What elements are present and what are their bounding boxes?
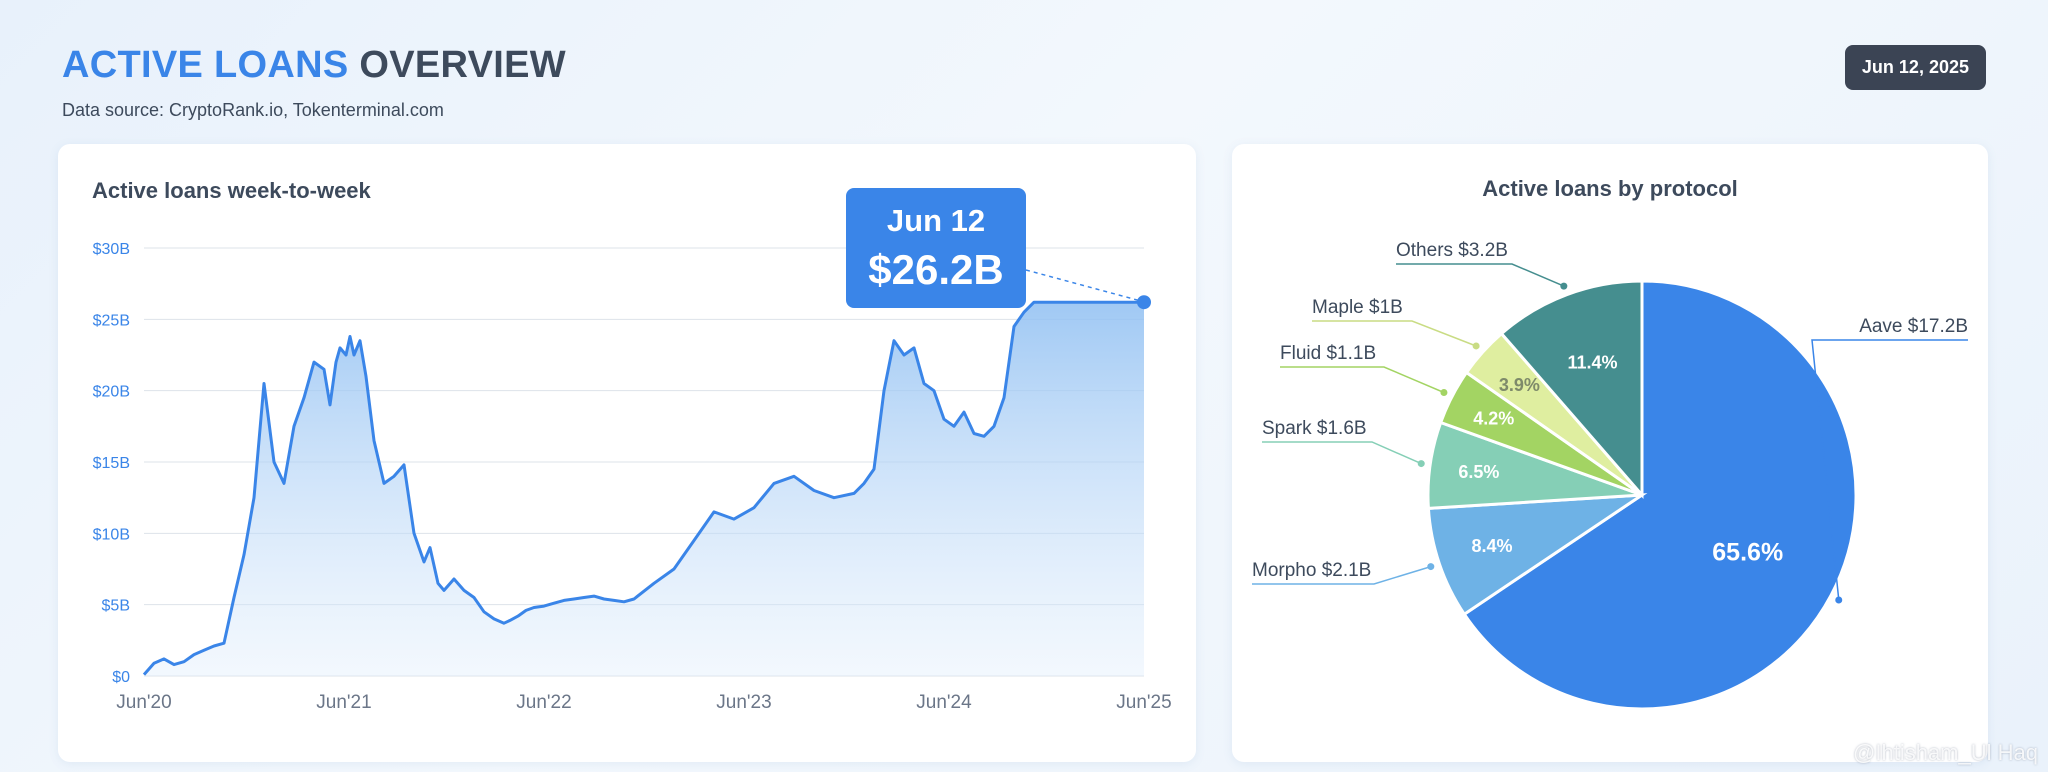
pie-leader-dot — [1440, 389, 1448, 397]
pie-slice-others — [1499, 279, 1644, 500]
pie-leader-line — [1811, 339, 1968, 601]
pie-slice-label: Others $3.2B — [1396, 240, 1508, 261]
pie-slice-label: Fluid $1.1B — [1280, 343, 1376, 364]
y-tick-label: $5B — [102, 598, 130, 615]
pie-leader-dot — [1427, 563, 1435, 571]
pie-slice-morpho — [1426, 493, 1648, 617]
title-accent: ACTIVE LOANS — [62, 44, 349, 86]
callout-leader — [1025, 269, 1139, 301]
pie-chart: 65.6% Aave $17.2B 8.4% Morpho $2.1B 6.5% Spar… — [1252, 240, 1968, 711]
line-chart-card: Active loans week-to-week $0 $5B $10B $15B $… — [58, 144, 1196, 762]
pie-pct-label: 3.9% — [1499, 375, 1540, 395]
y-tick-label: $0 — [112, 669, 130, 686]
pie-leader-dot — [1560, 282, 1568, 290]
pie-slice-aave — [1462, 279, 1858, 711]
x-tick-label: Jun'21 — [316, 692, 371, 713]
line-chart: $0 $5B $10B $15B $20B $25B $30B Jun'20 Jun'21 Jun… — [93, 188, 1172, 713]
y-tick-label: $15B — [93, 455, 130, 472]
pie-chart-card: Active loans by protocol 65.6% Aave $17.2… — [1232, 144, 1988, 762]
x-tick-label: Jun'20 — [116, 692, 171, 713]
pie-leader-dot — [1472, 342, 1480, 350]
data-source-note: Data source: CryptoRank.io, Tokentermina… — [62, 100, 444, 120]
watermark: @Ihtisham_Ul Haq — [1853, 740, 2038, 765]
pie-leader-line — [1312, 320, 1477, 347]
page-title: ACTIVE LOANS OVERVIEW — [62, 44, 566, 87]
x-tick-label: Jun'24 — [916, 692, 972, 713]
pie-slice-label: Morpho $2.1B — [1252, 560, 1371, 581]
pie-pct-label: 4.2% — [1473, 408, 1514, 428]
pie-leader-line — [1280, 366, 1445, 394]
pie-chart-title: Active loans by protocol — [1482, 176, 1738, 201]
y-tick-label: $30B — [93, 241, 130, 258]
y-tick-label: $20B — [93, 384, 130, 401]
pie-pct-label: 8.4% — [1472, 536, 1513, 556]
pie-leader-dot — [1417, 460, 1425, 468]
pie-pct-label: 6.5% — [1458, 462, 1499, 482]
pie-slice-label: Maple $1B — [1312, 297, 1403, 318]
y-tick-label: $10B — [93, 526, 130, 543]
title-rest: OVERVIEW — [359, 44, 566, 86]
line-chart-title: Active loans week-to-week — [92, 178, 371, 203]
pie-slice-label: Aave $17.2B — [1859, 316, 1968, 337]
pie-leader-line — [1396, 263, 1565, 287]
pie-leader-line — [1252, 565, 1432, 585]
series-line — [142, 300, 1144, 676]
x-tick-label: Jun'22 — [516, 692, 571, 713]
pie-leader-line — [1262, 441, 1422, 465]
pie-pct-label: 11.4% — [1567, 353, 1617, 373]
area-fill — [144, 302, 1144, 676]
callout-value: $26.2B — [868, 246, 1003, 293]
pie-pct-label: 65.6% — [1712, 538, 1783, 566]
date-badge: Jun 12, 2025 — [1844, 45, 1986, 90]
y-tick-label: $25B — [93, 312, 130, 329]
callout-box — [846, 188, 1026, 308]
latest-point-marker — [1137, 295, 1151, 310]
x-tick-label: Jun'25 — [1116, 692, 1171, 713]
pie-leader-dot — [1835, 596, 1843, 604]
x-tick-label: Jun'23 — [716, 692, 771, 713]
pie-slice-label: Spark $1.6B — [1262, 418, 1367, 439]
callout-date: Jun 12 — [887, 203, 985, 238]
